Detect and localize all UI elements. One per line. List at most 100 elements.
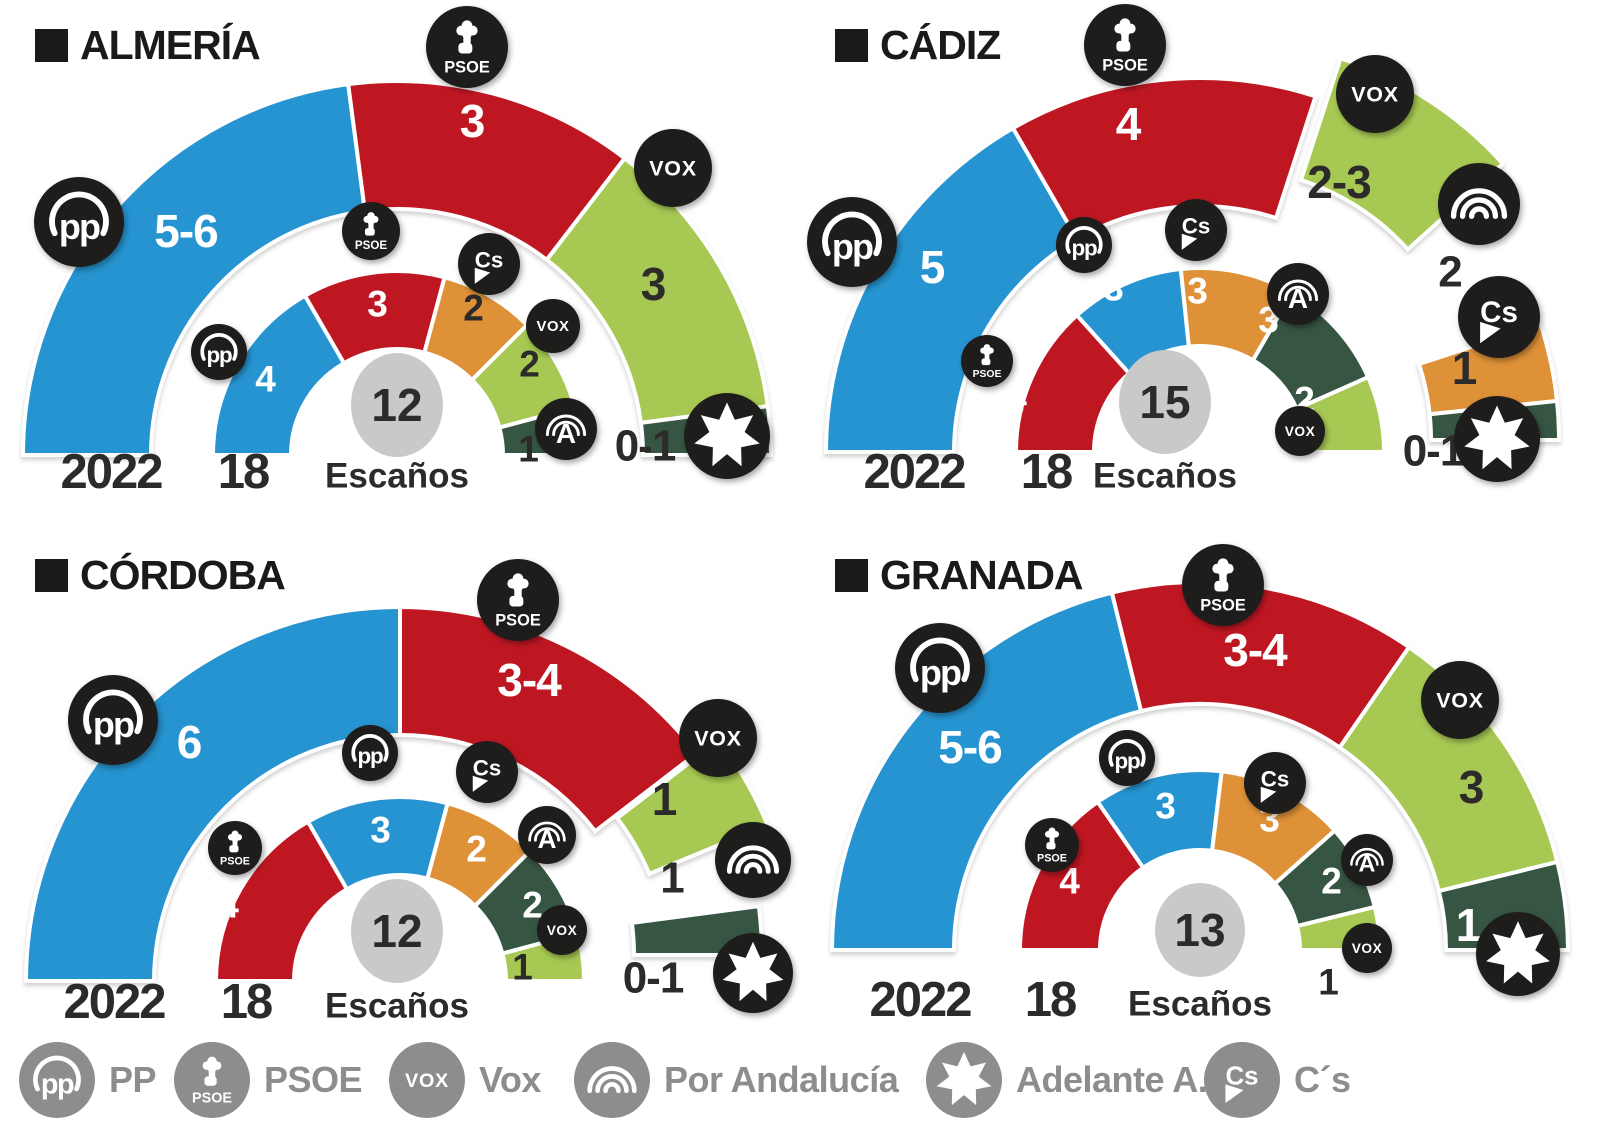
pp-icon: pp xyxy=(17,1040,97,1120)
svg-text:Cs: Cs xyxy=(475,248,504,273)
seat-label-psoe: 3 xyxy=(367,284,387,325)
psoe-badge-icon: PSOE xyxy=(1182,544,1264,626)
svg-text:pp: pp xyxy=(357,744,383,769)
total-seats-value: 12 xyxy=(371,905,422,957)
seat-label-cs: 1 xyxy=(1452,342,1477,394)
seat-label-vox: 1 xyxy=(512,947,532,988)
total-seats-circle xyxy=(351,353,443,457)
cs-icon: Cs xyxy=(1202,1040,1282,1120)
svg-text:pp: pp xyxy=(920,652,961,693)
star-icon xyxy=(924,1040,1004,1120)
psoe-badge-icon: PSOE xyxy=(208,821,262,875)
year-2018-label: 18 xyxy=(221,975,272,1029)
seat-label-pp: 5-6 xyxy=(938,721,1001,773)
seat-label-cs: 3 xyxy=(1187,271,1207,312)
svg-text:Cs: Cs xyxy=(1225,1062,1258,1090)
total-seats-value: 12 xyxy=(371,379,422,431)
svg-text:VOX: VOX xyxy=(649,156,697,180)
svg-text:pp: pp xyxy=(206,343,232,368)
seat-label-adelante: 1 xyxy=(1456,899,1481,951)
seat-label-psoe: 4 xyxy=(1116,98,1142,150)
svg-text:pp: pp xyxy=(832,226,873,267)
seat-label-adelante: 1 xyxy=(518,429,538,470)
title-square-icon xyxy=(35,559,68,592)
vox-badge-icon: VOX xyxy=(1275,406,1325,456)
vox-badge-icon: VOX xyxy=(1336,55,1414,133)
vox-badge-icon: VOX xyxy=(1342,923,1392,973)
title-square-icon xyxy=(835,29,868,62)
seat-label-psoe: 3-4 xyxy=(497,654,562,706)
title-square-icon xyxy=(35,29,68,62)
pp-badge-icon: pp xyxy=(1099,730,1155,786)
svg-text:PSOE: PSOE xyxy=(973,369,1002,380)
rainbow-icon xyxy=(572,1040,652,1120)
svg-text:Cs: Cs xyxy=(1182,214,1211,239)
seat-label-pp: 3 xyxy=(370,810,390,851)
seat-label-vox: 3 xyxy=(641,258,666,310)
legend: pp PP PSOE PSOE VOX Vox Por Andalucía Ad… xyxy=(0,1030,1600,1139)
seat-label-psoe: 4 xyxy=(1006,378,1027,419)
chart-title-text: GRANADA xyxy=(880,552,1084,598)
chart-title-almeria: ALMERÍA xyxy=(35,22,261,69)
psoe-badge-icon: PSOE xyxy=(426,6,508,88)
total-seats-value: 13 xyxy=(1174,904,1225,956)
svg-text:VOX: VOX xyxy=(1436,688,1484,712)
escanos-label: Escaños xyxy=(1093,457,1237,496)
svg-text:pp: pp xyxy=(93,704,134,745)
cadiz-wedge-psoe xyxy=(1010,76,1319,242)
title-square-icon xyxy=(835,559,868,592)
seat-label-por_andalucia: 1 xyxy=(660,854,684,903)
pp-badge-icon: pp xyxy=(342,725,398,781)
vox-badge-icon: VOX xyxy=(526,299,580,353)
star-badge-icon xyxy=(1454,396,1540,482)
rainbow-badge-icon xyxy=(1438,163,1520,245)
pp-badge-icon: pp xyxy=(34,177,124,267)
escanos-label: Escaños xyxy=(325,987,469,1026)
cs-badge-icon: Cs xyxy=(1244,752,1306,814)
svg-text:pp: pp xyxy=(59,206,100,247)
svg-text:VOX: VOX xyxy=(1351,82,1399,106)
seat-label-psoe: 3-4 xyxy=(1223,624,1288,676)
total-seats-value: 15 xyxy=(1139,376,1190,428)
legend-label: Por Andalucía xyxy=(664,1059,899,1100)
svg-text:VOX: VOX xyxy=(405,1070,449,1092)
legend-label: Vox xyxy=(479,1059,541,1100)
legend-item-cs: Cs C´s xyxy=(1202,1040,1351,1120)
arch-badge-icon: A xyxy=(1267,263,1329,325)
chart-title-cadiz: CÁDIZ xyxy=(835,22,1001,69)
total-seats-circle xyxy=(351,879,443,983)
svg-text:pp: pp xyxy=(41,1069,74,1101)
arch-badge-icon: A xyxy=(535,398,597,460)
svg-text:VOX: VOX xyxy=(1285,424,1316,439)
seat-label-vox: 2-3 xyxy=(1307,156,1370,208)
seat-label-por_andalucia: 2 xyxy=(1438,248,1461,297)
seat-label-cs: 2 xyxy=(466,829,486,870)
year-2018-label: 18 xyxy=(218,445,269,499)
escanos-label: Escaños xyxy=(1128,985,1272,1024)
seat-label-psoe: 4 xyxy=(1059,861,1080,902)
almeria-wedge-pp xyxy=(210,292,347,457)
seat-label-adelante: 0-1 xyxy=(615,422,676,471)
svg-text:A: A xyxy=(538,824,557,854)
chart-title-text: ALMERÍA xyxy=(80,22,261,68)
chart-title-text: CÁDIZ xyxy=(880,22,1001,68)
seat-label-pp: 5 xyxy=(920,241,945,293)
svg-text:Cs: Cs xyxy=(1261,767,1290,792)
pp-badge-icon: pp xyxy=(807,197,897,287)
seat-label-vox: 1 xyxy=(652,773,677,825)
legend-label: PSOE xyxy=(264,1059,363,1100)
legend-item-por-andalucia: Por Andalucía xyxy=(572,1040,899,1120)
svg-text:PSOE: PSOE xyxy=(1200,596,1246,614)
legend-item-psoe: PSOE PSOE xyxy=(172,1040,363,1120)
rainbow-badge-icon xyxy=(715,822,791,898)
granada-wedge-pp xyxy=(829,590,1144,952)
svg-text:A: A xyxy=(1288,283,1308,314)
year-2022-label: 2022 xyxy=(63,975,165,1029)
cs-badge-icon: Cs xyxy=(458,233,520,295)
svg-text:VOX: VOX xyxy=(694,726,742,750)
svg-text:VOX: VOX xyxy=(547,923,578,938)
